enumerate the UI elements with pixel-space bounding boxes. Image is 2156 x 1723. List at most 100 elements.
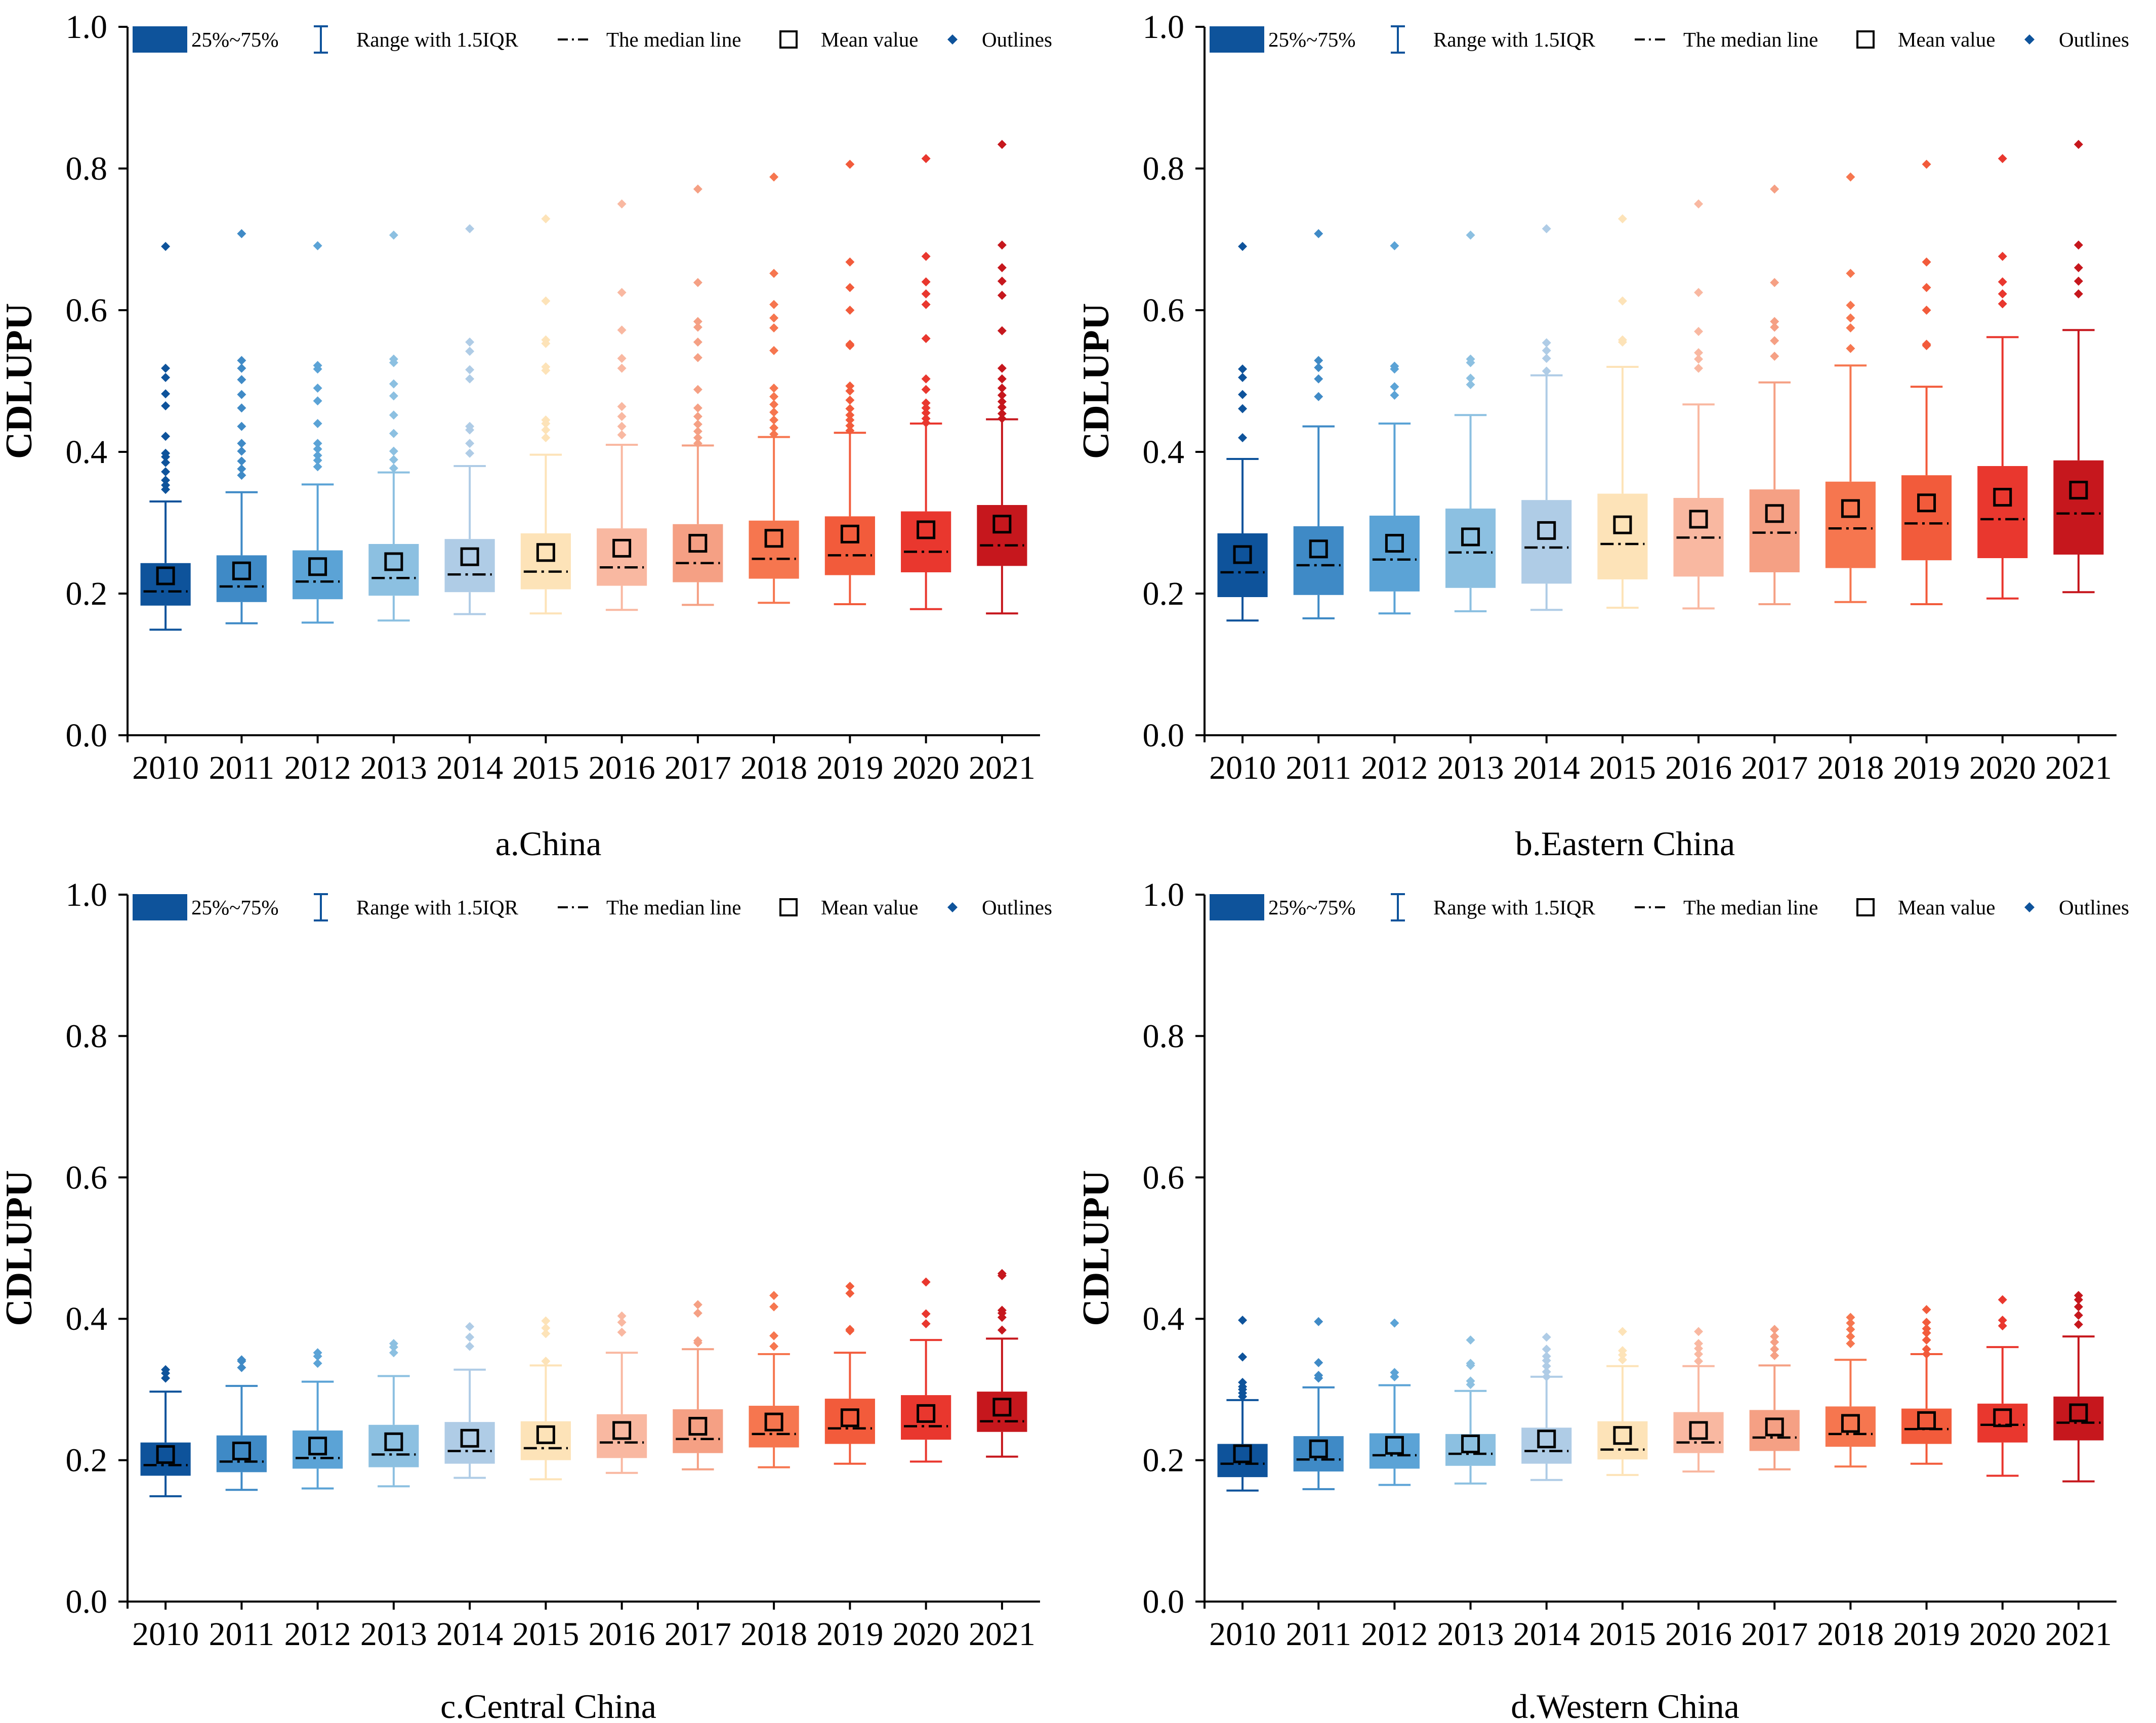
legend-mean-label: Mean value bbox=[821, 28, 918, 51]
outlier-point bbox=[313, 455, 322, 465]
outlier-point bbox=[541, 335, 551, 345]
mean-marker bbox=[1537, 521, 1556, 540]
legend-outlier-label: Outlines bbox=[2059, 896, 2129, 919]
legend-outlier-swatch bbox=[947, 902, 958, 912]
outlier-point bbox=[2074, 1311, 2083, 1320]
y-tick-label: 0.4 bbox=[1143, 1300, 1185, 1337]
outlier-point bbox=[997, 263, 1007, 272]
x-tick-label: 2010 bbox=[1209, 749, 1276, 786]
outlier-point bbox=[541, 214, 551, 224]
x-tick-label: 2019 bbox=[1893, 749, 1960, 786]
outlier-point bbox=[465, 422, 475, 431]
outlier-point bbox=[465, 1332, 475, 1342]
chart-panel-2: 0.0 0.2 0.4 0.6 0.8 1.0 CDLUPU 2010 2011 2012 2013… bbox=[1075, 9, 2129, 863]
x-tick-label: 2019 bbox=[816, 749, 883, 786]
iqr-box bbox=[216, 1435, 267, 1473]
x-tick-label: 2012 bbox=[284, 749, 351, 786]
outlier-point bbox=[2074, 276, 2083, 286]
outlier-point bbox=[1390, 1368, 1399, 1377]
outlier-point bbox=[161, 1365, 171, 1374]
y-tick-label: 0.8 bbox=[1143, 150, 1185, 187]
x-tick-label: 2019 bbox=[1893, 1616, 1960, 1653]
outlier-point bbox=[1542, 224, 1551, 233]
outlier-point bbox=[845, 395, 855, 405]
outlier-point bbox=[997, 276, 1007, 286]
mean-marker bbox=[1689, 1421, 1708, 1440]
outlier-point bbox=[313, 419, 322, 428]
outlier-point bbox=[997, 290, 1007, 300]
outlier-point bbox=[1314, 1317, 1323, 1326]
outlier-point bbox=[389, 230, 398, 240]
mean-marker bbox=[1765, 504, 1784, 523]
outlier-point bbox=[921, 251, 931, 261]
iqr-box bbox=[1369, 1433, 1420, 1469]
outlier-point bbox=[1542, 1361, 1551, 1371]
x-tick-label: 2020 bbox=[1969, 1616, 2036, 1653]
x-tick-label: 2013 bbox=[360, 749, 427, 786]
outlier-point bbox=[1618, 1355, 1627, 1365]
outlier-point bbox=[693, 353, 702, 362]
outlier-point bbox=[541, 415, 551, 425]
x-tick-label: 2018 bbox=[1817, 749, 1884, 786]
outlier-point bbox=[845, 410, 855, 420]
outlier-point bbox=[769, 392, 779, 401]
legend-box-swatch bbox=[1210, 894, 1264, 920]
legend-outlier-swatch bbox=[2024, 34, 2035, 45]
outlier-point bbox=[1314, 363, 1323, 372]
outlier-point bbox=[161, 242, 171, 251]
x-tick-label: 2018 bbox=[740, 749, 807, 786]
box-2018: 2018 bbox=[740, 1291, 807, 1653]
outlier-point bbox=[769, 430, 779, 439]
legend-median-label: The median line bbox=[1683, 896, 1818, 919]
iqr-box bbox=[1597, 493, 1648, 579]
legend-outlier-swatch bbox=[2024, 902, 2035, 912]
legend-mean-label: Mean value bbox=[1898, 28, 1995, 51]
mean-marker bbox=[1917, 493, 1936, 513]
outlier-point bbox=[997, 363, 1007, 373]
outlier-point bbox=[769, 172, 779, 182]
x-tick-label: 2010 bbox=[132, 749, 199, 786]
box-2021: 2021 bbox=[969, 140, 1035, 786]
mean-marker bbox=[460, 1428, 479, 1448]
box-2021: 2021 bbox=[2045, 1291, 2112, 1653]
outlier-point bbox=[1770, 1344, 1779, 1354]
outlier-point bbox=[1770, 317, 1779, 326]
iqr-box bbox=[293, 1430, 343, 1469]
iqr-box bbox=[597, 1414, 647, 1458]
outlier-point bbox=[1542, 338, 1551, 348]
iqr-box bbox=[1749, 489, 1800, 572]
x-tick-label: 2016 bbox=[1665, 749, 1732, 786]
outlier-point bbox=[1390, 241, 1399, 250]
iqr-box bbox=[1521, 500, 1572, 584]
x-tick-label: 2012 bbox=[284, 1616, 351, 1653]
outlier-point bbox=[313, 361, 322, 370]
outlier-point bbox=[161, 476, 171, 485]
outlier-point bbox=[617, 288, 627, 297]
box-2012: 2012 bbox=[284, 1348, 351, 1653]
outlier-point bbox=[1466, 373, 1475, 383]
y-tick-label: 0.2 bbox=[66, 575, 108, 612]
y-tick-label: 0.6 bbox=[1143, 1159, 1185, 1196]
x-tick-label: 2018 bbox=[1817, 1616, 1884, 1653]
outlier-point bbox=[617, 1311, 627, 1321]
iqr-box bbox=[2053, 1396, 2104, 1441]
outlier-point bbox=[997, 1269, 1007, 1278]
legend-median-label: The median line bbox=[606, 896, 741, 919]
x-tick-label: 2013 bbox=[1437, 749, 1504, 786]
x-tick-label: 2014 bbox=[436, 749, 503, 786]
outlier-point bbox=[465, 374, 475, 384]
x-tick-label: 2011 bbox=[209, 749, 275, 786]
x-tick-label: 2015 bbox=[512, 1616, 579, 1653]
iqr-box bbox=[1673, 1412, 1724, 1453]
outlier-point bbox=[1390, 361, 1399, 371]
outlier-point bbox=[617, 422, 627, 431]
outlier-point bbox=[2074, 1302, 2083, 1312]
box-2021: 2021 bbox=[969, 1269, 1035, 1653]
outlier-point bbox=[997, 397, 1007, 406]
outlier-point bbox=[1998, 1295, 2007, 1305]
box-2020: 2020 bbox=[893, 1277, 960, 1653]
outlier-point bbox=[693, 403, 702, 413]
outlier-point bbox=[617, 1318, 627, 1327]
outlier-point bbox=[1846, 344, 1855, 353]
outlier-point bbox=[1542, 366, 1551, 376]
